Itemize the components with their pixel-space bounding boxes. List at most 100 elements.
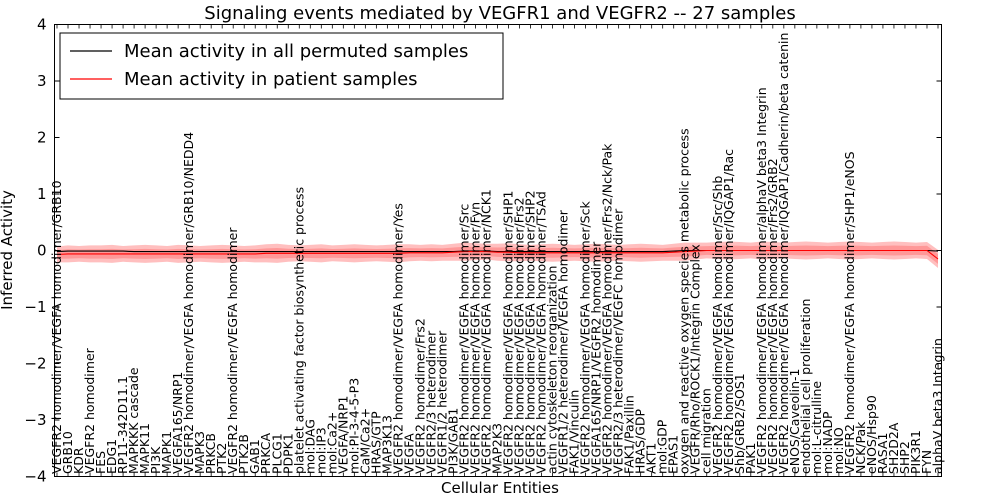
category-label: MAPK3	[192, 431, 207, 474]
category-label: endothelial cell proliferation	[798, 299, 813, 474]
legend: Mean activity in all permuted samples Me…	[59, 32, 504, 100]
category-label: VEGFR2 homodimer/VEGFA homodimer/TSAd	[534, 191, 549, 474]
category-label: AKT1	[644, 443, 659, 474]
category-labels: VEGFR2 homodimer/VEGFA homodimer/GRB10GR…	[49, 33, 945, 475]
category-label: VEGFR2 homodimer/VEGFA homodimer/Sck	[578, 201, 593, 474]
x-axis-ticks	[56, 24, 939, 477]
category-label: VEGFA165/NRP1	[170, 372, 185, 474]
category-label: VEGFR2 homodimer/VEGFA homodimer/Src/Shb	[710, 176, 725, 474]
y-tick-label: 0	[37, 242, 47, 260]
category-label: VEGFR2 homodimer/VEGFA homodimer/GRB10/N…	[181, 132, 196, 474]
category-label: mol:DAG	[302, 419, 317, 474]
category-label: VEGFR2 homodimer/VEGFA homodimer/alphaV …	[754, 87, 769, 474]
category-label: VEGFR2 homodimer/VEGFA homodimer/Fyn	[468, 202, 483, 474]
y-tick-label: 3	[37, 72, 47, 90]
y-tick-label: −4	[24, 468, 46, 486]
category-label: VEGFR2/3 heterodimer	[423, 330, 438, 474]
category-label: MAP3K13	[379, 415, 394, 474]
category-label: MAPK11	[137, 423, 152, 474]
category-label: VEGFR1/2 heterodimer	[434, 330, 449, 474]
category-label: PI3K	[148, 446, 163, 474]
category-label: FAK1/Vinculin	[567, 390, 582, 474]
y-tick-label: −1	[24, 298, 46, 316]
category-label: VEGFR2 homodimer/VEGFA homodimer/IQGAP1/…	[721, 149, 736, 474]
legend-label-patient: Mean activity in patient samples	[124, 69, 418, 90]
legend-box	[59, 32, 504, 100]
y-tick-label: 2	[37, 129, 47, 147]
category-label: mol:PI-3-4-5-P3	[346, 378, 361, 474]
category-label: VEGFA/NRP1	[335, 396, 350, 474]
category-label: PLCG1	[269, 433, 284, 474]
category-label: PTK2	[214, 443, 229, 474]
category-label: eNOS/Caveolin-1	[787, 368, 802, 473]
category-label: PRKCB	[203, 433, 218, 474]
category-label: VEGFR2 homodimer/VEGFA homodimer/SHP1	[501, 190, 516, 474]
y-tick-label: 1	[37, 185, 47, 203]
category-label: FYN	[919, 450, 934, 474]
category-label: mol:Ca2+	[324, 412, 339, 474]
category-label: VEGFR2 homodimer/VEGFA homodimer/Frs2/Nc…	[600, 143, 615, 474]
category-label: VEGFR2 homodimer/VEGFA homodimer/NCK1	[479, 189, 494, 474]
category-label: VEGFR2 homodimer/VEGFA homodimer/SHP2	[523, 190, 538, 474]
category-label: HRAS/GDP	[633, 408, 648, 474]
category-label: VEGFR/Rho/ROCK1/Integrin Complex	[688, 244, 703, 474]
series-line-patient	[56, 249, 939, 260]
category-label: PTK2B	[236, 434, 251, 474]
category-label: Shb/GRB2/SOS1	[732, 373, 747, 474]
category-label: VEGFR2 homodimer/VEGFA homodimer/IQGAP1/…	[776, 33, 791, 474]
category-label: EPAS1	[666, 435, 681, 474]
category-label: GAB1	[247, 439, 262, 474]
category-label: RASA1	[875, 433, 890, 474]
category-label: HRAS/GTP	[368, 411, 383, 474]
category-label: VEGFA	[401, 433, 416, 474]
category-label: mol:GDP	[655, 419, 670, 474]
y-axis-label: Inferred Activity	[0, 190, 16, 310]
chart-title: Signaling events mediated by VEGFR1 and …	[204, 3, 795, 24]
category-label: mol:NO	[831, 427, 846, 474]
category-label: SH2D2A	[886, 422, 901, 474]
category-label: eNOS/Hsp90	[864, 395, 879, 474]
category-label: VEGFR1/2 heterodimer/VEGFA homodimer	[556, 209, 571, 474]
category-label: actin cytoskeleton reorganization	[545, 266, 560, 475]
category-label: VEGFR2 homodimer/VEGFA homodimer/Frs2	[512, 197, 527, 474]
category-label: PDPK1	[280, 433, 295, 474]
category-label: SHP2	[897, 441, 912, 474]
category-label: platelet activating factor biosynthetic …	[291, 187, 306, 474]
category-label: PAK1	[743, 443, 758, 474]
category-label: MAP2K3	[490, 423, 505, 474]
category-label: VEGFR2 homodimer/Frs2	[412, 318, 427, 474]
category-label: VEGFR2 homodimer	[82, 347, 97, 474]
category-label: VEGFR2 homodimer/VEGFA homodimer	[225, 227, 240, 474]
category-label: FAK1/Paxillin	[622, 395, 637, 474]
category-label: VEGFR2 homodimer/VEGFA homodimer/Frs2/GR…	[765, 158, 780, 474]
category-label: PIK3R1	[908, 430, 923, 474]
category-label: MAPK1	[159, 431, 174, 474]
category-label: MAPKKK cascade	[126, 367, 141, 474]
category-label: VEGFR2 homodimer/VEGFA homodimer/SHP1/eN…	[842, 151, 857, 474]
series-lines	[56, 249, 939, 260]
legend-label-permuted: Mean activity in all permuted samples	[124, 41, 468, 62]
outer-band	[57, 241, 938, 268]
y-tick-label: 4	[37, 16, 47, 34]
category-label: mol:IP3	[313, 427, 328, 474]
category-label: mol:NADP	[820, 411, 835, 474]
category-label: VEGFR2 homodimer/VEGFA homodimer/Yes	[390, 203, 405, 474]
category-label: cell migration	[699, 388, 714, 474]
x-axis-label: Cellular Entities	[441, 479, 559, 497]
category-label: RP11-342D11.1	[115, 376, 130, 474]
category-label: NCK/Pak	[853, 421, 868, 474]
category-label: alphaV beta3 Integrin	[930, 338, 945, 474]
category-label: KDR	[71, 447, 86, 474]
category-label: CaM/Ca2+	[357, 408, 372, 474]
category-label: FES	[93, 451, 108, 474]
category-label: VEGFR2/3 heterodimer/VEGFC homodimer	[611, 208, 626, 474]
y-tick-label: −2	[24, 355, 46, 373]
category-label: VEGFR2 homodimer/VEGFA homodimer/GRB10	[49, 180, 64, 474]
category-label: mol:L-citrulline	[809, 381, 824, 474]
category-label: PI3K/GAB1	[445, 408, 460, 474]
y-tick-label: −3	[24, 411, 46, 429]
category-label: VEGFA165/NRP1/VEGFR2 homodimer	[589, 241, 604, 474]
category-label: GRB10	[60, 431, 75, 474]
y-axis-ticks: −4 −3 −2 −1 0 1 2 3 4	[24, 16, 942, 486]
